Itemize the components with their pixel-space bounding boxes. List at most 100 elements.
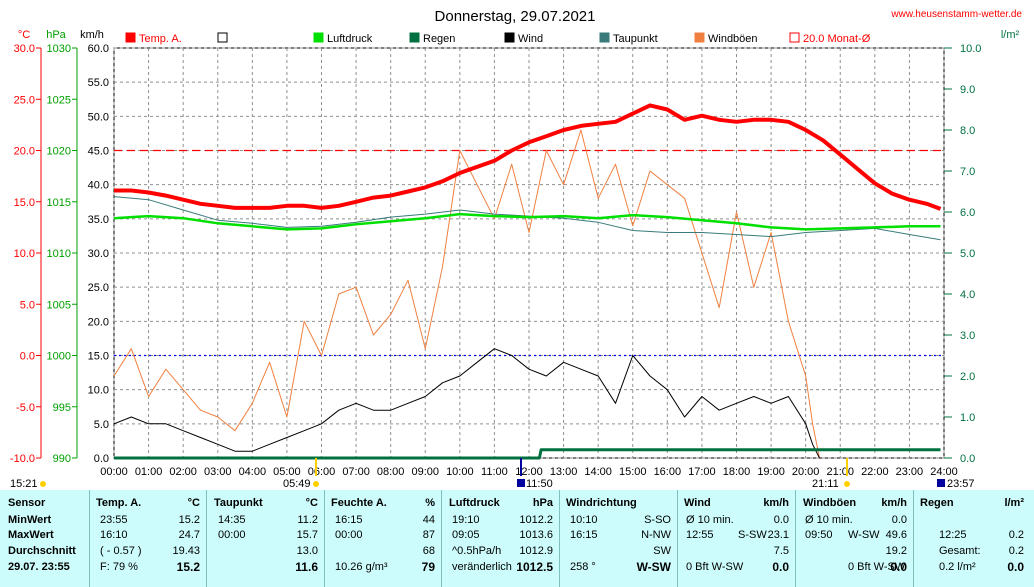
series-line-temp-a- bbox=[114, 103, 942, 211]
temp-tick-label: -10.0 bbox=[10, 453, 35, 465]
panel-separator bbox=[677, 490, 678, 587]
pressure-right-value: 1013.6 bbox=[519, 529, 553, 541]
temp-unit-label: °C bbox=[18, 29, 30, 41]
gusts-left-value: 09:50 bbox=[805, 529, 833, 541]
stats-panel: Sensor MinWert MaxWert Durchschnitt 29.07. 2… bbox=[0, 490, 1034, 587]
sensor-row-label: Durchschnitt bbox=[8, 545, 76, 557]
rain-tick-label: 4.0 bbox=[960, 289, 975, 301]
wind-left-value: 0 Bft W-SW bbox=[686, 561, 744, 573]
pressure-tick-label: 995 bbox=[53, 402, 71, 414]
wind-tick-label: 55.0 bbox=[88, 77, 109, 89]
dew-right-value: 13.0 bbox=[296, 545, 318, 557]
pressure-tick-label: 1000 bbox=[47, 351, 71, 363]
humidity-right-value: 87 bbox=[422, 529, 435, 541]
rain-tick-label: 0.0 bbox=[960, 453, 975, 465]
legend-label: Regen bbox=[423, 33, 455, 45]
temp-tick-label: -5.0 bbox=[16, 402, 35, 414]
rain-tick-label: 3.0 bbox=[960, 330, 975, 342]
pressure-header: Luftdruck bbox=[449, 497, 500, 509]
legend-swatch bbox=[409, 32, 420, 43]
legend-swatch bbox=[789, 32, 800, 43]
wind-left-value: Ø 10 min. bbox=[686, 514, 734, 526]
sensor-header: Sensor bbox=[8, 497, 46, 509]
dew-unit: °C bbox=[305, 497, 318, 509]
x-tick-label: 03:00 bbox=[204, 466, 232, 478]
x-tick-label: 07:00 bbox=[342, 466, 370, 478]
humidity-right-value: 79 bbox=[421, 560, 435, 574]
gusts-right-value: 49.6 bbox=[885, 529, 907, 541]
x-tick-label: 04:00 bbox=[239, 466, 267, 478]
website-link[interactable]: www.heusenstamm-wetter.de bbox=[890, 9, 1022, 20]
legend-swatch bbox=[599, 32, 610, 43]
rain-tick-label: 2.0 bbox=[960, 371, 975, 383]
wind-right-value: 0.0 bbox=[773, 514, 789, 526]
chart-title: Donnerstag, 29.07.2021 bbox=[435, 8, 596, 25]
noon-time: 11:50 bbox=[526, 478, 553, 490]
temp-tick-label: 10.0 bbox=[14, 248, 35, 260]
winddir-right-value: S-SO bbox=[644, 514, 671, 526]
time-now-right: 23:57 bbox=[947, 478, 975, 490]
x-tick-label: 24:00 bbox=[930, 466, 958, 478]
temp-left-value: 23:55 bbox=[100, 514, 128, 526]
sun-icon bbox=[40, 481, 46, 487]
winddir-right-value: SW bbox=[653, 545, 671, 557]
chart-series bbox=[113, 103, 944, 460]
panel-separator bbox=[324, 490, 325, 587]
x-tick-label: 02:00 bbox=[169, 466, 197, 478]
x-tick-label: 14:00 bbox=[584, 466, 612, 478]
pressure-unit-label: hPa bbox=[46, 29, 66, 41]
x-tick-label: 21:00 bbox=[826, 466, 854, 478]
pressure-right-value: 1012.2 bbox=[519, 514, 553, 526]
pressure-left-value: 09:05 bbox=[452, 529, 480, 541]
temp-right-value: 19.43 bbox=[172, 545, 200, 557]
panel-separator bbox=[89, 490, 90, 587]
rain-tick-label: 1.0 bbox=[960, 412, 975, 424]
humidity-left-value: 00:00 bbox=[335, 529, 363, 541]
wind-tick-label: 40.0 bbox=[88, 180, 109, 192]
legend-label: Taupunkt bbox=[613, 33, 658, 45]
x-tick-label: 17:00 bbox=[688, 466, 716, 478]
pressure-tick-label: 1015 bbox=[47, 197, 71, 209]
sunset-icon bbox=[844, 481, 850, 487]
sunset-time: 21:11 bbox=[812, 478, 839, 490]
rain-unit: l/m² bbox=[1004, 497, 1024, 509]
temp-unit: °C bbox=[187, 497, 200, 509]
pressure-tick-label: 1020 bbox=[47, 146, 71, 158]
sensor-row-label: MinWert bbox=[8, 514, 52, 526]
wind-mid-value: S-SW bbox=[738, 529, 767, 541]
panel-separator bbox=[441, 490, 442, 587]
temp-tick-label: 25.0 bbox=[14, 94, 35, 106]
rain-left-value: Gesamt: bbox=[939, 545, 981, 557]
temp-right-value: 24.7 bbox=[178, 529, 200, 541]
temp-header: Temp. A. bbox=[96, 497, 142, 509]
rain-right-value: 0.0 bbox=[1007, 560, 1024, 574]
x-tick-label: 06:00 bbox=[308, 466, 336, 478]
chart-grid bbox=[113, 47, 945, 459]
humidity-left-value: 16:15 bbox=[335, 514, 363, 526]
winddir-right-value: N-NW bbox=[641, 529, 671, 541]
temp-tick-label: 5.0 bbox=[20, 299, 35, 311]
time-now-left: 15:21 bbox=[10, 478, 38, 490]
temp-tick-label: 30.0 bbox=[14, 43, 35, 55]
series-line-regen bbox=[114, 448, 941, 460]
x-tick-label: 20:00 bbox=[792, 466, 820, 478]
gusts-mid-value: W-SW bbox=[848, 529, 880, 541]
pressure-left-value: ^0.5hPa/h bbox=[452, 545, 502, 557]
wind-tick-label: 25.0 bbox=[88, 282, 109, 294]
x-tick-label: 22:00 bbox=[861, 466, 889, 478]
temp-left-value: ( - 0.57 ) bbox=[100, 545, 142, 557]
pressure-tick-label: 1030 bbox=[47, 43, 71, 55]
rain-tick-label: 10.0 bbox=[960, 43, 981, 55]
rain-tick-label: 6.0 bbox=[960, 207, 975, 219]
temp-tick-label: 15.0 bbox=[14, 197, 35, 209]
gusts-header: Windböen bbox=[803, 497, 857, 509]
gusts-mid-value: 0 Bft W-SW bbox=[848, 561, 906, 573]
gusts-unit: km/h bbox=[881, 497, 907, 509]
wind-right-value: 23.1 bbox=[767, 529, 789, 541]
wind-right-value: 7.5 bbox=[773, 545, 789, 557]
series-line-wind bbox=[113, 348, 820, 459]
dew-right-value: 11.2 bbox=[297, 514, 318, 526]
series-line-windb-en bbox=[113, 129, 820, 459]
wind-tick-label: 5.0 bbox=[94, 419, 109, 431]
